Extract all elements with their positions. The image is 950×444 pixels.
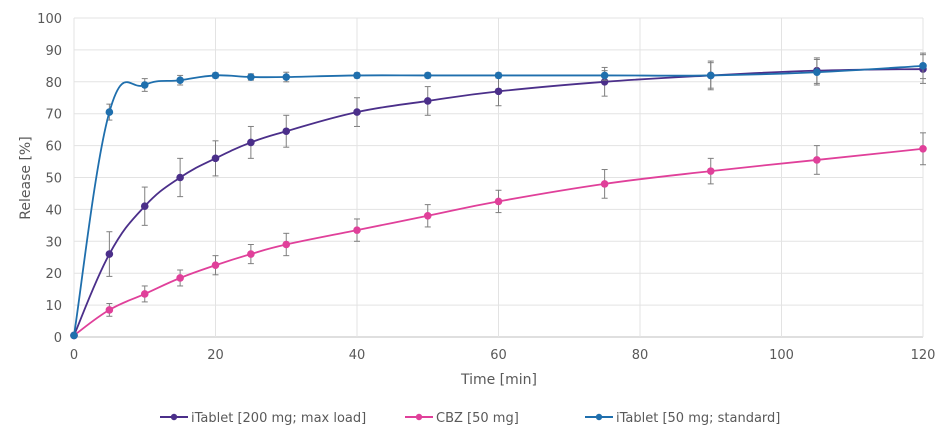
x-tick-label: 120 xyxy=(911,348,936,363)
y-tick-label: 50 xyxy=(45,172,62,187)
data-point xyxy=(105,108,114,116)
data-point xyxy=(247,250,255,258)
data-point xyxy=(105,250,114,258)
legend-item: iTablet [50 mg; standard] xyxy=(585,411,780,426)
legend-label: CBZ [50 mg] xyxy=(436,411,519,426)
x-tick-labels: 0 20 40 60 80 100 120 xyxy=(70,348,936,363)
data-point xyxy=(176,274,184,282)
x-tick-label: 20 xyxy=(207,348,224,363)
data-point xyxy=(813,156,821,164)
legend-item: iTablet [200 mg; max load] xyxy=(160,411,366,426)
legend: iTablet [200 mg; max load] CBZ [50 mg] iTa… xyxy=(160,411,780,426)
data-point xyxy=(706,167,715,175)
data-point xyxy=(140,202,149,211)
x-axis-label: Time [min] xyxy=(460,372,537,388)
legend-marker xyxy=(595,413,603,421)
data-point xyxy=(423,71,432,80)
series-1 xyxy=(70,132,927,340)
gridlines xyxy=(73,17,924,338)
x-tick-label: 80 xyxy=(632,348,649,363)
y-tick-label: 30 xyxy=(45,235,62,250)
data-point xyxy=(282,127,291,136)
data-point xyxy=(706,71,715,80)
data-point xyxy=(919,62,927,70)
y-tick-label: 0 xyxy=(54,331,62,346)
legend-marker xyxy=(415,413,423,421)
y-tick-label: 70 xyxy=(45,108,62,123)
legend-item: CBZ [50 mg] xyxy=(405,411,519,426)
x-tick-label: 60 xyxy=(490,348,507,363)
series-group xyxy=(70,52,927,340)
data-point xyxy=(600,71,609,80)
data-point xyxy=(140,290,149,298)
y-tick-labels: 0 10 20 30 40 50 60 70 80 90 100 xyxy=(37,12,62,346)
data-point xyxy=(600,180,609,188)
x-tick-label: 40 xyxy=(349,348,366,363)
legend-label: iTablet [50 mg; standard] xyxy=(616,411,780,426)
data-point xyxy=(919,144,927,153)
x-tick-label: 100 xyxy=(769,348,794,363)
data-point xyxy=(211,154,220,163)
data-point xyxy=(211,71,220,80)
series-line xyxy=(73,147,924,337)
data-point xyxy=(282,240,291,249)
legend-marker xyxy=(170,413,178,421)
y-tick-label: 10 xyxy=(45,299,62,314)
y-tick-label: 60 xyxy=(45,140,62,155)
data-point xyxy=(247,138,255,147)
data-point xyxy=(140,81,149,89)
y-tick-label: 40 xyxy=(45,203,62,218)
data-point xyxy=(176,173,184,182)
series-2 xyxy=(70,52,927,340)
y-tick-label: 20 xyxy=(45,267,62,282)
data-point xyxy=(211,261,220,270)
data-point xyxy=(353,71,361,80)
legend-label: iTablet [200 mg; max load] xyxy=(191,411,366,426)
data-point xyxy=(247,73,255,81)
x-tick-label: 0 xyxy=(70,348,78,363)
data-point xyxy=(494,87,503,96)
data-point xyxy=(423,97,432,105)
y-tick-label: 100 xyxy=(37,12,62,27)
data-point xyxy=(176,76,184,85)
data-point xyxy=(353,226,361,234)
y-axis-label: Release [%] xyxy=(18,136,34,219)
y-tick-label: 90 xyxy=(45,44,62,59)
data-point xyxy=(70,331,78,340)
data-point xyxy=(353,108,361,116)
data-point xyxy=(494,197,503,206)
y-tick-label: 80 xyxy=(45,76,62,91)
data-point xyxy=(494,71,503,80)
data-point xyxy=(813,68,821,77)
data-point xyxy=(105,306,114,314)
data-point xyxy=(423,211,432,220)
data-point xyxy=(282,73,291,81)
